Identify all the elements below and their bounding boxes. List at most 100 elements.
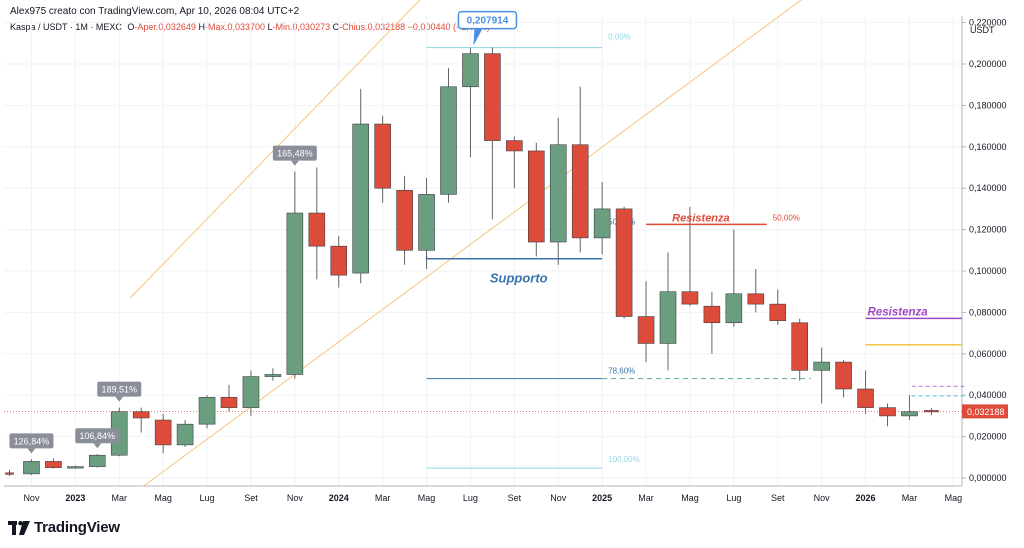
candle [659,252,677,371]
candle-body [879,407,896,417]
candle-body [45,461,62,468]
callout-label: 165,48% [277,149,313,159]
candle-body [330,245,348,276]
candle-body [769,303,787,321]
candle-body [132,411,150,419]
candle-body [506,140,523,152]
candle-body [615,208,633,317]
candle-body [835,361,852,390]
candle-body [681,291,699,305]
callout-label: 189,51% [101,385,137,395]
candle-body [418,194,435,251]
candle [440,68,457,203]
candle-body [703,305,721,324]
x-tick-label: Mag [418,493,436,503]
x-tick-label: Nov [550,493,567,503]
candle-body [725,293,743,324]
ohlc-h-label: H [198,22,205,32]
candle [308,167,326,280]
candle-body [527,150,545,243]
y-tick-label: 0,140000 [969,183,1007,193]
x-tick-label: Mag [945,493,963,503]
x-tick-label: Nov [814,493,831,503]
candle [637,281,655,363]
y-tick-label: 0,020000 [969,432,1007,442]
candle [23,459,40,475]
y-tick-label: 0,220000 [969,18,1007,28]
callout-box [272,145,317,161]
y-tick-label: 0,040000 [969,390,1007,400]
candle-body [198,396,216,425]
ohlc-l-label: L [267,22,273,32]
x-tick-label: Nov [287,493,304,503]
candle-body [176,423,194,446]
ohlc-c-label: C [332,22,340,32]
candle [89,454,106,468]
candle-body [220,396,238,408]
x-tick-label: 2023 [65,493,85,503]
callout-pointer [115,396,124,402]
candle-body [571,144,589,239]
x-tick-label: Set [244,493,258,503]
candle [220,384,238,412]
y-tick-label: 0,080000 [969,307,1007,317]
candle [681,206,699,307]
x-tick-label: Set [771,493,785,503]
candle [506,136,523,189]
candle-body [264,374,282,377]
candle-body [593,208,611,239]
y-tick-label: 0,120000 [969,225,1007,235]
candle [725,229,743,327]
fib-label-100: 100,00% [608,455,640,464]
candle-body [286,212,304,375]
candle [374,115,391,203]
resistenza-label-red: Resistenza [672,212,729,224]
candle [835,360,852,398]
brand-logo-block[interactable]: TradingView [8,519,120,536]
candle [45,458,62,469]
ohlc-l-value: -Min.0,030273 [272,22,331,32]
tradingview-logo-icon [8,520,30,535]
candle [549,117,567,265]
candle-body [242,376,260,408]
candle-body [549,144,567,243]
candle-body [308,212,326,247]
candle-body [791,322,809,371]
percent-callout: 126,84% [9,433,54,454]
x-tick-label: Mar [112,493,128,503]
candle-body [396,189,413,251]
x-tick-label: 2026 [856,493,876,503]
x-tick-label: Mag [154,493,172,503]
callout-box [97,381,142,397]
candle [5,469,14,476]
candle-body [374,123,391,189]
candle [484,47,501,220]
x-tick-label: Mar [902,493,918,503]
author-line: Alex975 creato con TradingView.com, Apr … [10,6,300,17]
candle [857,370,874,414]
candle-body [462,53,479,88]
candle [615,206,633,319]
price-tag-box [962,404,1008,419]
callout-pointer [93,443,102,449]
channel-upper-line [129,0,421,299]
currency-label: USDT [970,25,995,35]
high-price-callout: 0,207914 [457,10,518,46]
high-callout-box [457,10,518,30]
x-tick-label: Set [508,493,522,503]
y-tick-label: 0,160000 [969,142,1007,152]
candle [198,395,216,429]
x-tick-label: Lug [200,493,215,503]
x-tick-label: Mar [638,493,654,503]
callout-box [9,433,54,449]
candle [154,413,172,454]
candle [396,175,413,265]
candle-body [637,316,655,344]
fib-label-50-right: 50,00% [773,213,800,222]
candles-layer [5,47,939,476]
candle [418,177,435,269]
ohlc-o-value: -Aper.0,032649 [134,22,196,32]
callout-pointer [290,160,299,166]
